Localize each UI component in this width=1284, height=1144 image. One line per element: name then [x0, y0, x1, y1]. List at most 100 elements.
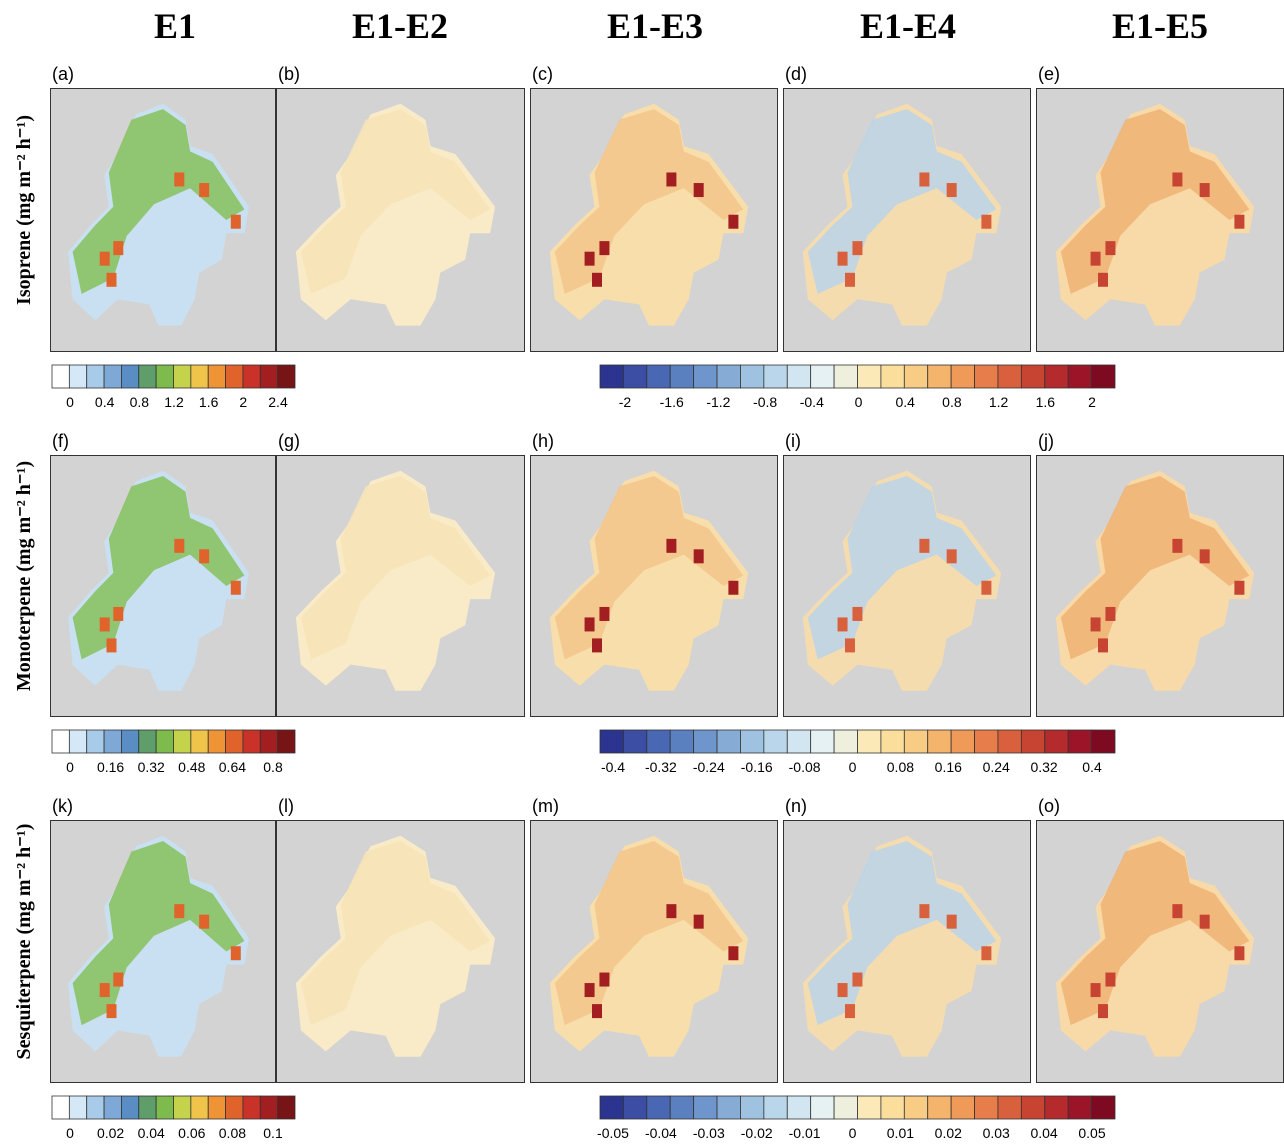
column-header: E1-E5 [1112, 6, 1208, 46]
colorbar-tick-label: 0.16 [935, 759, 962, 775]
map-hotspot [113, 241, 123, 255]
colorbar-tick-label: 0 [849, 759, 857, 775]
row-label: Isoprene (mg m⁻² h⁻¹) [13, 115, 35, 305]
colorbar-swatch [1092, 365, 1115, 388]
column-header: E1-E3 [607, 6, 703, 46]
map-hotspot [728, 581, 738, 595]
map-hotspot [231, 946, 241, 960]
colorbar-tick-label: 0.05 [1078, 1125, 1105, 1141]
map-hotspot [947, 183, 957, 197]
map-hotspot [981, 581, 991, 595]
map-hotspot [947, 549, 957, 563]
map-hotspot [174, 172, 184, 186]
colorbar-swatch [104, 730, 121, 753]
colorbar-swatch [226, 365, 243, 388]
colorbar-tick-label: 0.03 [983, 1125, 1010, 1141]
colorbar-tick-label: 0 [66, 394, 74, 410]
colorbar-tick-label: -0.24 [693, 759, 725, 775]
map-hotspot [1091, 617, 1101, 631]
colorbar-swatch [69, 1096, 86, 1119]
map-hotspot [1098, 273, 1108, 287]
colorbar-tick-label: 0.4 [1082, 759, 1102, 775]
colorbar-swatch [717, 365, 740, 388]
map-hotspot [100, 617, 110, 631]
colorbar-swatch [928, 365, 951, 388]
map-hotspot [1098, 1004, 1108, 1018]
colorbar-swatch [740, 730, 763, 753]
colorbar-swatch [904, 1096, 927, 1119]
panel-label: (h) [532, 431, 554, 451]
colorbar-swatch [243, 1096, 260, 1119]
panel-label: (i) [785, 431, 801, 451]
map-hotspot [199, 915, 209, 929]
map-hotspot [728, 215, 738, 229]
colorbar-tick-label: -0.05 [597, 1125, 629, 1141]
colorbar-swatch [191, 1096, 208, 1119]
map-hotspot [174, 904, 184, 918]
colorbar-tick-label: -0.16 [741, 759, 773, 775]
colorbar-swatch [156, 730, 173, 753]
colorbar-swatch [139, 1096, 156, 1119]
colorbar-swatch [647, 730, 670, 753]
colorbar-swatch [191, 730, 208, 753]
colorbar-swatch [881, 1096, 904, 1119]
map-hotspot [231, 215, 241, 229]
colorbar-swatch [647, 365, 670, 388]
colorbar-swatch [787, 1096, 810, 1119]
colorbar-swatch [975, 1096, 998, 1119]
map-hotspot [694, 183, 704, 197]
map-hotspot [666, 904, 676, 918]
map-hotspot [199, 183, 209, 197]
map-hotspot [981, 946, 991, 960]
map-hotspot [174, 539, 184, 553]
colorbar-swatch [787, 730, 810, 753]
colorbar-tick-label: 2.4 [268, 394, 288, 410]
colorbar-swatch [174, 730, 191, 753]
map-hotspot [231, 581, 241, 595]
map-hotspot [100, 983, 110, 997]
colorbar-swatch [740, 365, 763, 388]
colorbar-tick-label: 0.01 [887, 1125, 914, 1141]
map-hotspot [1105, 607, 1115, 621]
colorbar-swatch [1045, 730, 1068, 753]
map-hotspot [1200, 183, 1210, 197]
colorbar-swatch [858, 365, 881, 388]
colorbar-swatch [139, 365, 156, 388]
colorbar-swatch [278, 1096, 295, 1119]
colorbar-tick-label: -1.2 [706, 394, 730, 410]
colorbar-tick-label: 1.2 [164, 394, 184, 410]
colorbar-tick-label: 0 [66, 759, 74, 775]
colorbar-tick-label: -0.01 [789, 1125, 821, 1141]
colorbar-tick-label: 2 [1088, 394, 1096, 410]
colorbar-swatch [623, 1096, 646, 1119]
map-hotspot [113, 973, 123, 987]
colorbar-tick-label: 0.04 [1030, 1125, 1057, 1141]
colorbar-swatch [208, 1096, 225, 1119]
panel-label: (k) [52, 796, 73, 816]
colorbar-swatch [1045, 365, 1068, 388]
map-hotspot [845, 1004, 855, 1018]
map-hotspot [585, 617, 595, 631]
colorbar-swatch [694, 1096, 717, 1119]
colorbar-swatch [1068, 365, 1091, 388]
colorbar-swatch [904, 730, 927, 753]
colorbar-swatch [174, 1096, 191, 1119]
colorbar-tick-label: 0.16 [97, 759, 124, 775]
colorbar-tick-label: 2 [239, 394, 247, 410]
colorbar-tick-label: 0.06 [178, 1125, 205, 1141]
colorbar-swatch [260, 365, 277, 388]
panel-label: (a) [52, 64, 74, 84]
colorbar-tick-label: 0.8 [130, 394, 150, 410]
map-hotspot [107, 1004, 117, 1018]
colorbar-swatch [1068, 730, 1091, 753]
colorbar-swatch [278, 730, 295, 753]
colorbar-swatch [764, 365, 787, 388]
colorbar-swatch [811, 730, 834, 753]
map-hotspot [599, 607, 609, 621]
colorbar-swatch [121, 730, 138, 753]
map-hotspot [981, 215, 991, 229]
colorbar-swatch [881, 365, 904, 388]
column-header: E1-E2 [352, 6, 448, 46]
colorbar-swatch [834, 1096, 857, 1119]
colorbar-swatch [1068, 1096, 1091, 1119]
